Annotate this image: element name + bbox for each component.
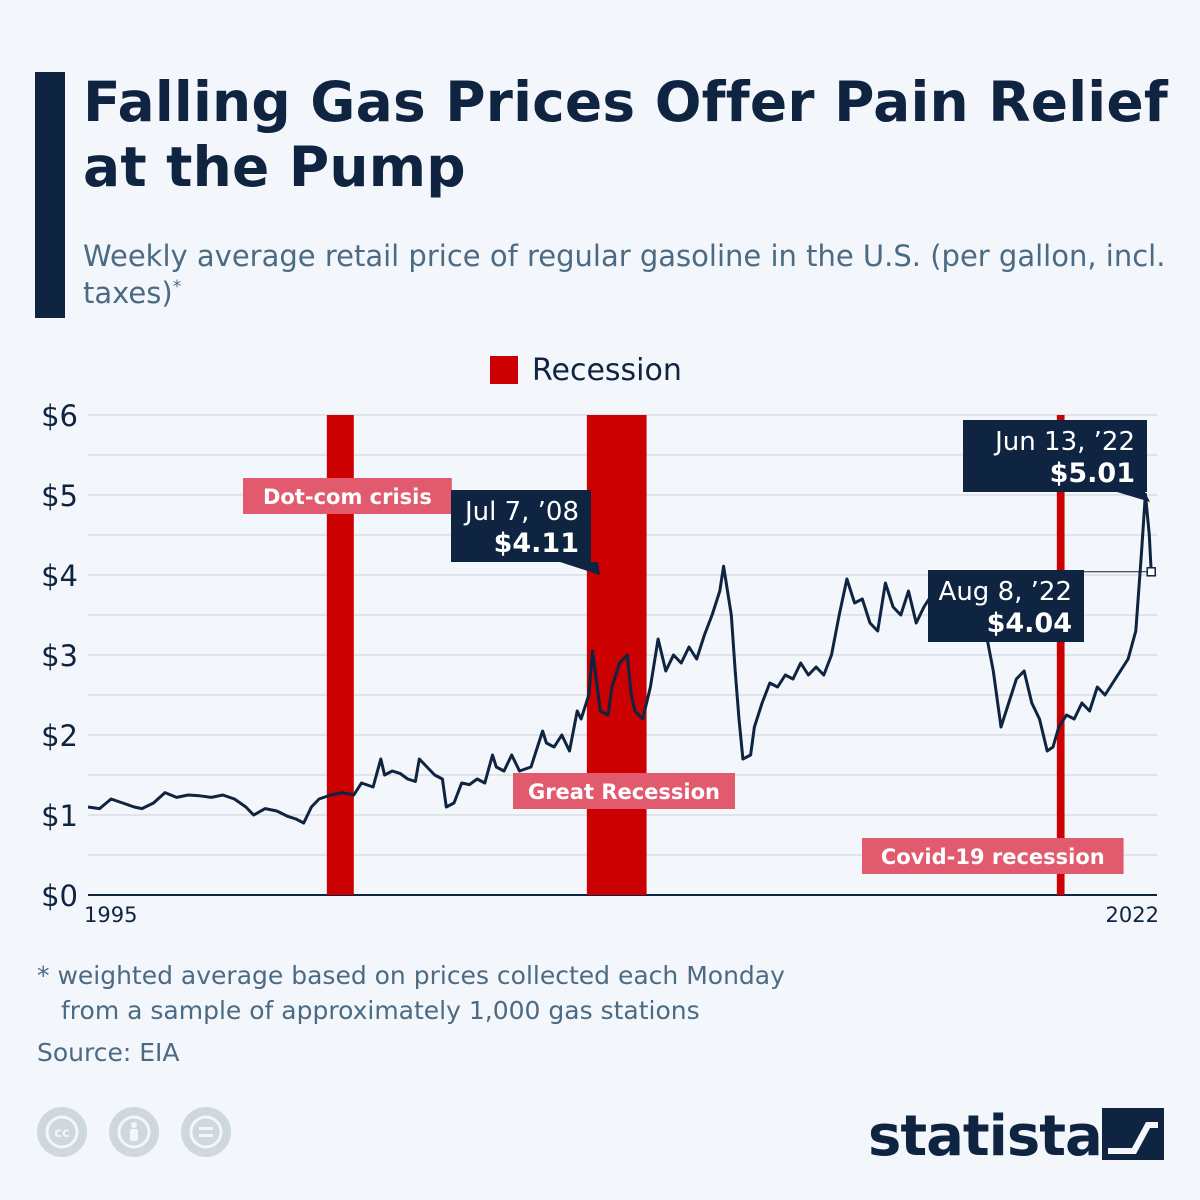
y-tick-label: $2 xyxy=(41,719,78,753)
legend-label: Recession xyxy=(532,352,682,388)
footnote-line-2: from a sample of approximately 1,000 gas… xyxy=(61,996,700,1025)
latest-price-marker xyxy=(1146,567,1156,577)
callout-box xyxy=(963,420,1147,492)
subtitle-text: Weekly average retail price of regular g… xyxy=(83,239,1166,310)
callout-box xyxy=(928,570,1084,642)
callout-price: $4.11 xyxy=(494,528,579,559)
recession-label-box xyxy=(862,838,1124,874)
line-chart: $0 $1 $2 $3 $4 $5 $6 1995 2022 Dot-com crisis Grea… xyxy=(41,399,1159,927)
y-tick-label: $4 xyxy=(41,559,78,593)
no-derivatives-icon[interactable] xyxy=(181,1107,231,1157)
callout-date: Jul 7, ’08 xyxy=(463,497,579,527)
recession-label-box xyxy=(513,773,735,809)
recession-label: Great Recession xyxy=(528,780,720,804)
recession-label: Dot-com crisis xyxy=(263,485,432,509)
chart-subtitle: Weekly average retail price of regular g… xyxy=(83,238,1173,311)
callout-price: $4.04 xyxy=(987,608,1072,639)
statista-logo-icon[interactable] xyxy=(1102,1108,1164,1160)
subtitle-footnote-marker: * xyxy=(172,276,182,297)
attribution-icon[interactable] xyxy=(109,1107,159,1157)
y-tick-label: $3 xyxy=(41,639,78,673)
recession-label: Covid-19 recession xyxy=(881,845,1105,869)
callout-pointer xyxy=(560,562,600,575)
svg-text:cc: cc xyxy=(54,1126,69,1141)
legend: Recession xyxy=(490,352,682,388)
price-series-line xyxy=(87,492,1153,825)
recession-band xyxy=(1056,415,1065,895)
recession-band xyxy=(586,415,647,895)
x-tick-label: 2022 xyxy=(1106,903,1159,927)
recession-label-box xyxy=(243,478,452,514)
page-title: Falling Gas Prices Offer Pain Relief at … xyxy=(83,70,1168,199)
y-tick-label: $0 xyxy=(41,879,78,913)
callout-date: Jun 13, ’22 xyxy=(993,427,1135,457)
footnote-line-1: * weighted average based on prices colle… xyxy=(37,961,785,990)
footnote: * weighted average based on prices colle… xyxy=(37,958,937,1028)
callout-date: Aug 8, ’22 xyxy=(939,577,1072,607)
cc-icon[interactable]: cc xyxy=(37,1107,87,1157)
y-tick-label: $1 xyxy=(41,799,78,833)
title-accent-bar xyxy=(35,72,65,318)
y-tick-label: $6 xyxy=(41,399,78,433)
callout-price: $5.01 xyxy=(1050,458,1135,489)
callout-pointer xyxy=(1117,492,1150,502)
legend-swatch-recession xyxy=(490,356,518,384)
x-tick-label: 1995 xyxy=(84,903,137,927)
statista-wordmark[interactable]: statista xyxy=(868,1104,1103,1169)
callout-box xyxy=(451,490,591,562)
source-note: Source: EIA xyxy=(37,1038,180,1067)
y-tick-label: $5 xyxy=(41,479,78,513)
